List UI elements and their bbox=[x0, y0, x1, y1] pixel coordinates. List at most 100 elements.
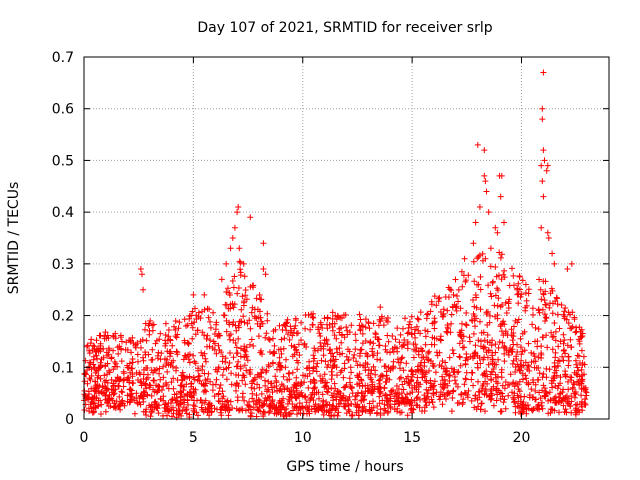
data-point bbox=[270, 359, 276, 366]
data-point bbox=[482, 408, 488, 415]
data-point bbox=[513, 380, 519, 387]
data-point bbox=[450, 350, 457, 357]
x-tick-label: 0 bbox=[80, 430, 89, 446]
data-point bbox=[392, 344, 398, 351]
data-point bbox=[394, 348, 401, 355]
data-point bbox=[311, 403, 318, 410]
data-point bbox=[264, 310, 271, 317]
data-point bbox=[478, 338, 484, 345]
data-point bbox=[144, 365, 151, 371]
data-point bbox=[477, 286, 484, 293]
data-point bbox=[448, 320, 455, 327]
data-point bbox=[354, 362, 361, 369]
y-axis-label: SRMTID / TECUs bbox=[6, 182, 22, 295]
data-point bbox=[262, 377, 268, 384]
data-point bbox=[160, 412, 166, 419]
data-point bbox=[206, 306, 213, 313]
data-point bbox=[142, 326, 148, 333]
data-point bbox=[133, 369, 140, 376]
data-point bbox=[135, 377, 141, 383]
data-point bbox=[485, 282, 492, 289]
data-point bbox=[478, 400, 485, 407]
data-point bbox=[355, 404, 362, 411]
data-point bbox=[278, 350, 285, 357]
data-point bbox=[322, 358, 329, 365]
data-point bbox=[362, 407, 369, 414]
data-point bbox=[374, 350, 381, 357]
data-point bbox=[235, 204, 242, 210]
data-point bbox=[178, 412, 185, 419]
data-point bbox=[412, 341, 419, 348]
data-point bbox=[522, 359, 529, 366]
data-point bbox=[462, 321, 469, 328]
data-point bbox=[502, 299, 509, 306]
data-point bbox=[408, 378, 414, 385]
data-point bbox=[287, 329, 294, 336]
data-point bbox=[239, 407, 246, 414]
data-point bbox=[278, 336, 285, 343]
data-point bbox=[413, 379, 420, 386]
data-point bbox=[234, 350, 241, 356]
data-point bbox=[503, 347, 510, 354]
data-point bbox=[147, 317, 154, 324]
data-point bbox=[206, 401, 213, 408]
data-point bbox=[473, 406, 480, 413]
data-point bbox=[548, 285, 555, 292]
data-point bbox=[345, 406, 352, 413]
data-point bbox=[306, 358, 313, 365]
data-point bbox=[551, 363, 558, 370]
data-point bbox=[523, 410, 530, 417]
data-point bbox=[398, 355, 405, 362]
data-point bbox=[110, 347, 117, 354]
data-point bbox=[428, 396, 435, 403]
data-point bbox=[165, 333, 172, 340]
data-point bbox=[215, 332, 222, 339]
data-point bbox=[563, 373, 569, 380]
data-point bbox=[252, 315, 259, 322]
x-axis-label: GPS time / hours bbox=[286, 459, 403, 475]
data-point bbox=[131, 410, 138, 417]
data-point bbox=[538, 402, 545, 409]
data-point bbox=[552, 298, 559, 305]
data-point bbox=[517, 293, 524, 300]
data-point bbox=[241, 347, 248, 354]
data-point bbox=[239, 377, 246, 384]
data-point bbox=[81, 378, 88, 385]
data-point bbox=[211, 331, 218, 337]
data-point bbox=[334, 412, 341, 419]
data-point bbox=[105, 345, 112, 352]
data-point bbox=[535, 354, 542, 361]
data-point bbox=[459, 320, 465, 327]
data-point bbox=[499, 320, 506, 327]
data-point bbox=[492, 264, 499, 270]
data-point bbox=[163, 362, 170, 369]
data-point bbox=[227, 350, 233, 356]
data-point bbox=[225, 402, 232, 408]
data-point bbox=[235, 322, 242, 329]
data-point bbox=[483, 188, 490, 195]
data-point bbox=[126, 399, 133, 406]
data-point bbox=[346, 393, 353, 400]
data-point bbox=[266, 337, 273, 343]
data-point bbox=[496, 249, 503, 256]
data-point bbox=[149, 346, 156, 353]
data-point bbox=[241, 397, 248, 404]
data-point bbox=[520, 376, 526, 383]
data-point bbox=[263, 330, 270, 337]
data-point bbox=[246, 369, 253, 376]
data-point bbox=[547, 290, 554, 297]
data-point bbox=[541, 311, 548, 318]
data-point bbox=[385, 338, 392, 345]
data-point bbox=[219, 372, 226, 379]
data-point bbox=[440, 312, 447, 318]
data-point bbox=[106, 369, 113, 376]
data-point bbox=[550, 374, 557, 381]
data-point bbox=[481, 147, 488, 154]
data-point bbox=[520, 399, 527, 406]
data-point bbox=[366, 400, 373, 407]
data-point bbox=[293, 374, 300, 381]
data-point bbox=[564, 266, 571, 272]
data-point bbox=[264, 386, 271, 393]
data-point bbox=[542, 314, 549, 321]
data-point bbox=[303, 399, 310, 406]
